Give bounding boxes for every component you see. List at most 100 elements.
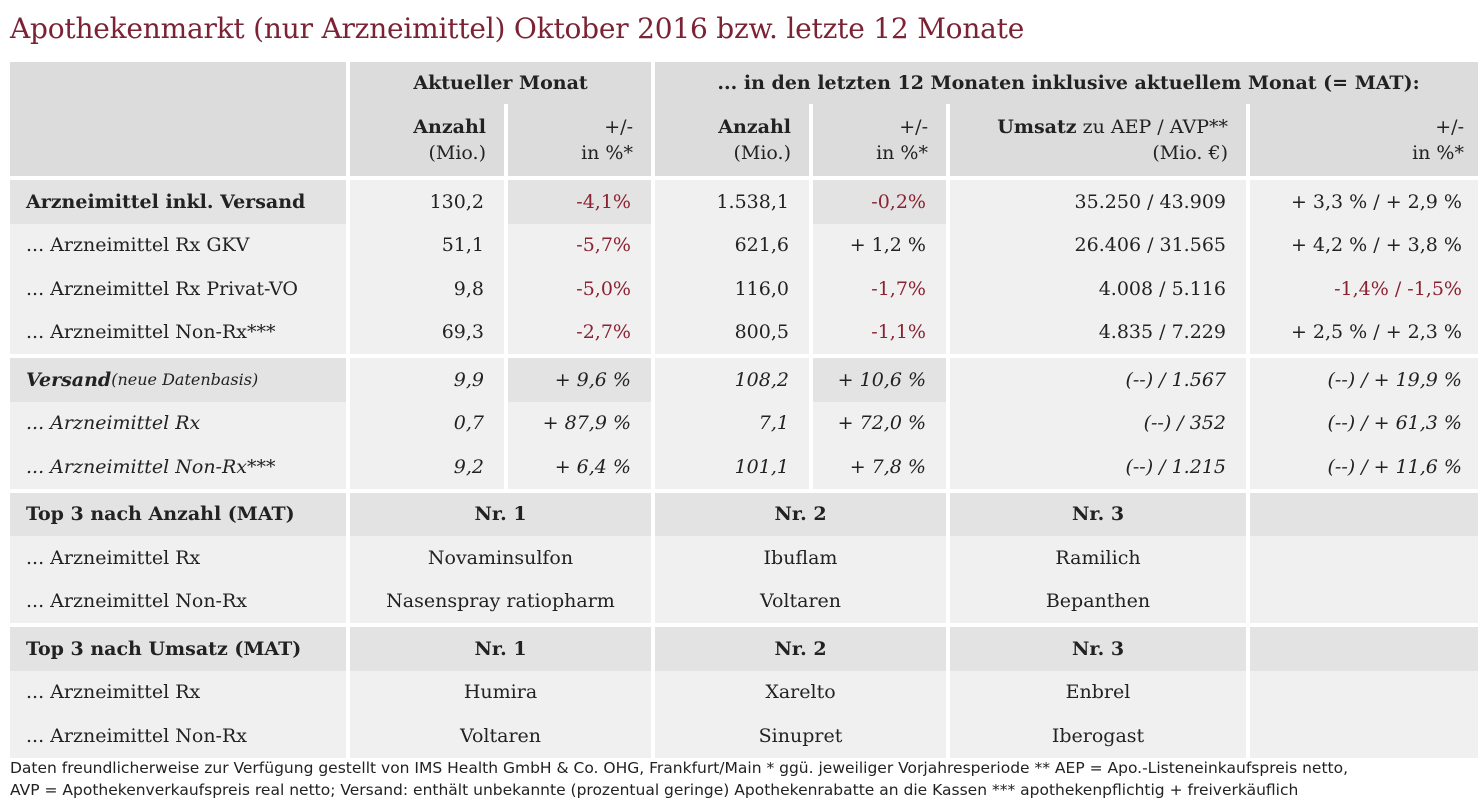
header-pm-umsatz-unit: in %* <box>1412 142 1464 164</box>
row-label: ... Arzneimittel Rx <box>10 401 346 445</box>
top-umsatz-nr1: Nr. 1 <box>350 627 651 671</box>
top-umsatz-nr2: Nr. 2 <box>655 627 946 671</box>
header-umsatz-rest: zu AEP / AVP** <box>1076 116 1228 138</box>
cell-pm: -2,7% <box>508 310 651 354</box>
page-title: Apothekenmarkt (nur Arzneimittel) Oktobe… <box>10 12 1025 45</box>
cell-pm: -4,1% <box>508 180 651 224</box>
header-umsatz-bold: Umsatz <box>997 116 1077 138</box>
cell-umsatz: 4.008 / 5.116 <box>950 267 1246 311</box>
cell-pm-12: + 10,6 % <box>813 358 946 402</box>
header-group-current: Aktueller Monat <box>350 62 651 104</box>
footnote-line-2: AVP = Apothekenverkaufspreis real netto;… <box>10 781 1299 799</box>
header-pm-label: +/- <box>604 116 633 138</box>
product-nr2: Xarelto <box>655 670 946 714</box>
cell-pm: -5,0% <box>508 267 651 311</box>
empty-cell <box>1250 670 1478 714</box>
row-label: ... Arzneimittel Non-Rx*** <box>10 445 346 489</box>
row-label: ... Arzneimittel Non-Rx <box>10 714 346 758</box>
header-anzahl: Anzahl (Mio.) <box>350 104 504 176</box>
cell-anzahl: 9,8 <box>350 267 504 311</box>
header-umsatz-unit: (Mio. €) <box>1152 142 1228 164</box>
header-group-mat: ... in den letzten 12 Monaten inklusive … <box>655 62 1478 104</box>
product-nr3: Iberogast <box>950 714 1246 758</box>
header-corner-2 <box>10 104 346 176</box>
market-table: Aktueller Monat ... in den letzten 12 Mo… <box>10 62 1478 758</box>
cell-anzahl: 0,7 <box>350 401 504 445</box>
cell-anzahl: 69,3 <box>350 310 504 354</box>
top-umsatz-empty <box>1250 627 1478 671</box>
cell-umsatz: (--) / 352 <box>950 401 1246 445</box>
cell-pm-umsatz: (--) / + 19,9 % <box>1250 358 1478 402</box>
row-label: ... Arzneimittel Non-Rx*** <box>10 310 346 354</box>
header-pm-umsatz: +/- in %* <box>1250 104 1478 176</box>
cell-pm: + 87,9 % <box>508 401 651 445</box>
product-nr1: Nasenspray ratiopharm <box>350 579 651 623</box>
header-anzahl-12-label: Anzahl <box>718 116 791 138</box>
product-nr2: Sinupret <box>655 714 946 758</box>
versand-label: Versand (neue Datenbasis) <box>10 358 346 402</box>
cell-anzahl-12: 108,2 <box>655 358 809 402</box>
cell-pm: + 9,6 % <box>508 358 651 402</box>
row-label: ... Arzneimittel Rx <box>10 670 346 714</box>
row-label: ... Arzneimittel Non-Rx <box>10 579 346 623</box>
cell-pm-12: + 7,8 % <box>813 445 946 489</box>
top-umsatz-nr3: Nr. 3 <box>950 627 1246 671</box>
header-anzahl-12-unit: (Mio.) <box>733 142 791 164</box>
header-anzahl-unit: (Mio.) <box>428 142 486 164</box>
cell-pm-12: -1,7% <box>813 267 946 311</box>
cell-pm-12: -0,2% <box>813 180 946 224</box>
cell-anzahl-12: 7,1 <box>655 401 809 445</box>
header-pm-12-unit: in %* <box>876 142 928 164</box>
header-corner <box>10 62 346 104</box>
header-anzahl-label: Anzahl <box>413 116 486 138</box>
cell-anzahl: 9,2 <box>350 445 504 489</box>
top-anzahl-empty <box>1250 492 1478 536</box>
cell-umsatz: (--) / 1.215 <box>950 445 1246 489</box>
product-nr1: Humira <box>350 670 651 714</box>
header-anzahl-12: Anzahl (Mio.) <box>655 104 809 176</box>
cell-pm-12: -1,1% <box>813 310 946 354</box>
top-anzahl-label: Top 3 nach Anzahl (MAT) <box>10 492 346 536</box>
row-label: ... Arzneimittel Rx Privat-VO <box>10 267 346 311</box>
empty-cell <box>1250 536 1478 580</box>
cell-umsatz: (--) / 1.567 <box>950 358 1246 402</box>
cell-anzahl: 130,2 <box>350 180 504 224</box>
header-pm-12: +/- in %* <box>813 104 946 176</box>
row-label: Arzneimittel inkl. Versand <box>10 180 346 224</box>
cell-pm: -5,7% <box>508 223 651 267</box>
cell-pm-umsatz: + 3,3 % / + 2,9 % <box>1250 180 1478 224</box>
cell-pm-12: + 1,2 % <box>813 223 946 267</box>
cell-umsatz: 4.835 / 7.229 <box>950 310 1246 354</box>
row-label: ... Arzneimittel Rx GKV <box>10 223 346 267</box>
empty-cell <box>1250 714 1478 758</box>
cell-pm-12: + 72,0 % <box>813 401 946 445</box>
cell-pm-umsatz: -1,4% / -1,5% <box>1250 267 1478 311</box>
header-pm-12-label: +/- <box>899 116 928 138</box>
cell-pm-umsatz: (--) / + 11,6 % <box>1250 445 1478 489</box>
header-pm: +/- in %* <box>508 104 651 176</box>
cell-anzahl-12: 621,6 <box>655 223 809 267</box>
product-nr3: Enbrel <box>950 670 1246 714</box>
top-umsatz-label: Top 3 nach Umsatz (MAT) <box>10 627 346 671</box>
product-nr3: Bepanthen <box>950 579 1246 623</box>
empty-cell <box>1250 579 1478 623</box>
cell-pm-umsatz: (--) / + 61,3 % <box>1250 401 1478 445</box>
cell-anzahl-12: 800,5 <box>655 310 809 354</box>
product-nr1: Voltaren <box>350 714 651 758</box>
cell-anzahl-12: 101,1 <box>655 445 809 489</box>
header-pm-unit: in %* <box>581 142 633 164</box>
top-anzahl-nr3: Nr. 3 <box>950 492 1246 536</box>
versand-title: Versand <box>26 368 112 391</box>
cell-anzahl-12: 1.538,1 <box>655 180 809 224</box>
product-nr1: Novaminsulfon <box>350 536 651 580</box>
footnote-line-1: Daten freundlicherweise zur Verfügung ge… <box>10 759 1349 777</box>
cell-umsatz: 26.406 / 31.565 <box>950 223 1246 267</box>
top-anzahl-nr1: Nr. 1 <box>350 492 651 536</box>
row-label: ... Arzneimittel Rx <box>10 536 346 580</box>
product-nr3: Ramilich <box>950 536 1246 580</box>
cell-pm-umsatz: + 2,5 % / + 2,3 % <box>1250 310 1478 354</box>
header-pm-umsatz-label: +/- <box>1435 116 1464 138</box>
footnotes: Daten freundlicherweise zur Verfügung ge… <box>10 757 1348 801</box>
cell-pm: + 6,4 % <box>508 445 651 489</box>
cell-umsatz: 35.250 / 43.909 <box>950 180 1246 224</box>
